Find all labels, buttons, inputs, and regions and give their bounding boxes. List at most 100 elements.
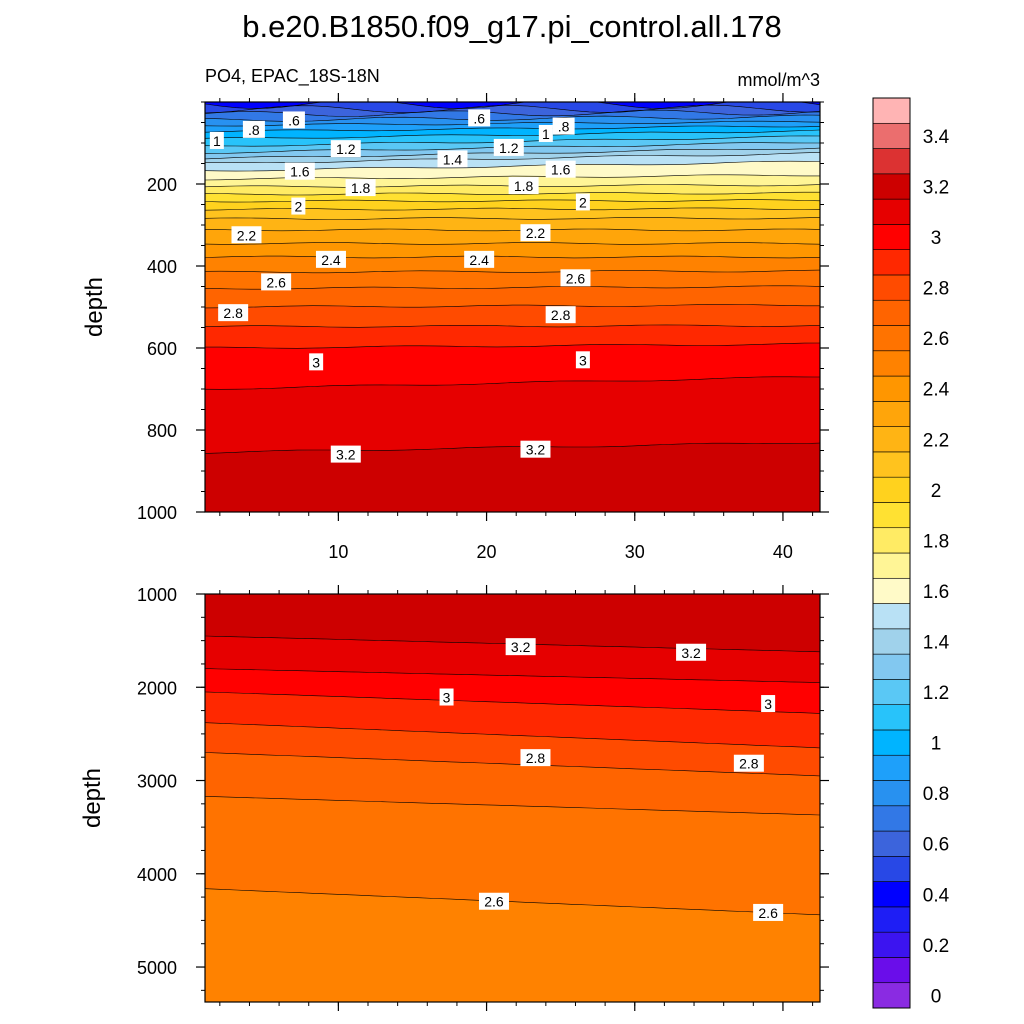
- contour-label-text: 3: [764, 696, 772, 712]
- colorbar-swatch: [872, 299, 911, 326]
- y-tick-label: 3000: [137, 772, 177, 792]
- contour-label: .8: [552, 117, 575, 135]
- colorbar-swatch: [872, 881, 911, 908]
- colorbar-tick-label: 3.2: [923, 177, 949, 198]
- contour-label: 1.8: [508, 177, 539, 195]
- contour-label: 2: [575, 193, 590, 211]
- contour-label-text: 2.8: [739, 756, 759, 772]
- contour-label: 2.6: [753, 903, 784, 921]
- contour-label-text: 3: [312, 354, 320, 370]
- y-tick-label: 1000: [137, 503, 177, 523]
- colorbar-swatch: [872, 982, 911, 1009]
- contour-label-text: 1.2: [336, 141, 356, 157]
- upper-contour-band: [205, 126, 820, 139]
- contour-label: 2.6: [478, 892, 509, 910]
- chart-title: b.e20.B1850.f09_g17.pi_control.all.178: [242, 9, 782, 44]
- upper-contour-line: [205, 442, 820, 454]
- contour-label-text: 2.2: [526, 225, 546, 241]
- upper-contour-labels: .6.81.6.811.2 1.21.41.6 1.61.8 1.82 22.2 2.22…: [209, 109, 591, 463]
- lower-contour-band: [205, 668, 820, 714]
- contour-label: 2.2: [520, 224, 551, 242]
- x-tick-label: 20: [477, 542, 497, 562]
- upper-contour-band: [205, 229, 820, 245]
- contour-label: 2.2: [231, 226, 262, 244]
- contour-label: 1.8: [345, 179, 376, 197]
- colorbar-swatch: [872, 502, 911, 529]
- upper-contour-band: [205, 217, 820, 231]
- lower-contour-labels: 3.2 3.2 3 3 2.8 2.8 2.6 2.6: [439, 638, 784, 921]
- colorbar-tick-label: 1: [931, 734, 942, 755]
- upper-contour-line: [205, 120, 820, 127]
- contour-label: .8: [242, 120, 265, 138]
- upper-contour-line: [205, 129, 820, 139]
- colorbar-swatch: [872, 577, 911, 604]
- contour-label: 1: [538, 124, 553, 142]
- upper-panel: .6.81.6.811.2 1.21.41.6 1.61.8 1.82 22.2 2.22…: [81, 93, 829, 562]
- y-tick-label: 800: [147, 421, 177, 441]
- colorbar-tick-label: 2.2: [923, 430, 949, 451]
- contour-label: 2.4: [315, 250, 346, 268]
- upper-contour-line: [205, 207, 820, 211]
- contour-label: 1.2: [330, 140, 361, 158]
- upper-contour-line: [205, 342, 820, 349]
- colorbar-tick-label: 2: [931, 481, 942, 502]
- contour-label-text: 2.6: [758, 905, 778, 921]
- upper-contour-line: [205, 255, 820, 259]
- colorbar-swatch: [872, 426, 911, 453]
- colorbar-tick-label: 0.8: [923, 784, 949, 805]
- colorbar-tick-label: 0.6: [923, 835, 949, 856]
- contour-label: 3.2: [676, 643, 707, 661]
- upper-contour-band: [205, 285, 820, 308]
- upper-contour-band: [205, 304, 820, 328]
- colorbar-swatch: [872, 401, 911, 427]
- contour-label: 1.2: [493, 138, 524, 156]
- colorbar-swatch: [872, 173, 911, 200]
- colorbar-frame: [872, 97, 911, 1009]
- colorbar-swatch: [872, 527, 911, 554]
- contour-label-text: 2.8: [223, 305, 243, 321]
- colorbar-swatch: [872, 628, 911, 655]
- contour-label-text: 3.2: [526, 442, 546, 458]
- colorbar-swatch: [872, 451, 911, 478]
- lower-contour-line: [205, 722, 820, 749]
- upper-contour-band: [205, 270, 820, 290]
- upper-contour-line: [205, 152, 820, 163]
- upper-contour-line: [205, 199, 820, 203]
- colorbar-tick-label: 1.2: [923, 683, 949, 704]
- colorbar-swatch: [872, 704, 911, 731]
- contour-label-text: 2: [579, 194, 587, 210]
- contour-label-text: 3.2: [681, 645, 701, 661]
- colorbar-swatch: [872, 780, 911, 807]
- y-tick-label: 200: [147, 175, 177, 195]
- colorbar-swatch: [872, 856, 911, 882]
- colorbar-swatch: [872, 906, 911, 933]
- contour-label-text: 1.2: [499, 140, 519, 156]
- y-tick-label: 5000: [137, 958, 177, 978]
- contour-label-text: 2.6: [484, 894, 504, 910]
- contour-label: 2: [291, 197, 306, 215]
- colorbar-swatch: [872, 325, 911, 352]
- colorbar-swatch: [872, 350, 911, 377]
- upper-contour-band: [205, 207, 820, 220]
- colorbar-swatch: [872, 198, 911, 225]
- y-tick-label: 400: [147, 257, 177, 277]
- lower-plot-frame: [204, 593, 821, 1003]
- lower-y-axis-label: depth: [79, 768, 106, 828]
- contour-label: 3.2: [330, 445, 361, 463]
- contour-label-text: 2.6: [266, 274, 286, 290]
- colorbar-swatch: [872, 729, 911, 756]
- colorbar-swatch: [872, 274, 911, 301]
- contour-label-text: 1.6: [551, 162, 571, 178]
- contour-label-text: .8: [248, 122, 260, 138]
- contour-label: .6: [282, 111, 305, 129]
- upper-contour-line: [205, 304, 820, 309]
- contour-label-text: 1.8: [351, 180, 371, 196]
- lower-contour-band: [205, 796, 820, 915]
- contour-label: 3.2: [505, 638, 536, 656]
- colorbar-swatch: [872, 375, 911, 402]
- colorbar-swatch: [872, 653, 911, 680]
- variable-label: PO4, EPAC_18S-18N: [205, 66, 380, 87]
- upper-contour-band: [205, 199, 820, 211]
- colorbar-swatch: [872, 805, 911, 832]
- upper-contour-band: [205, 161, 820, 180]
